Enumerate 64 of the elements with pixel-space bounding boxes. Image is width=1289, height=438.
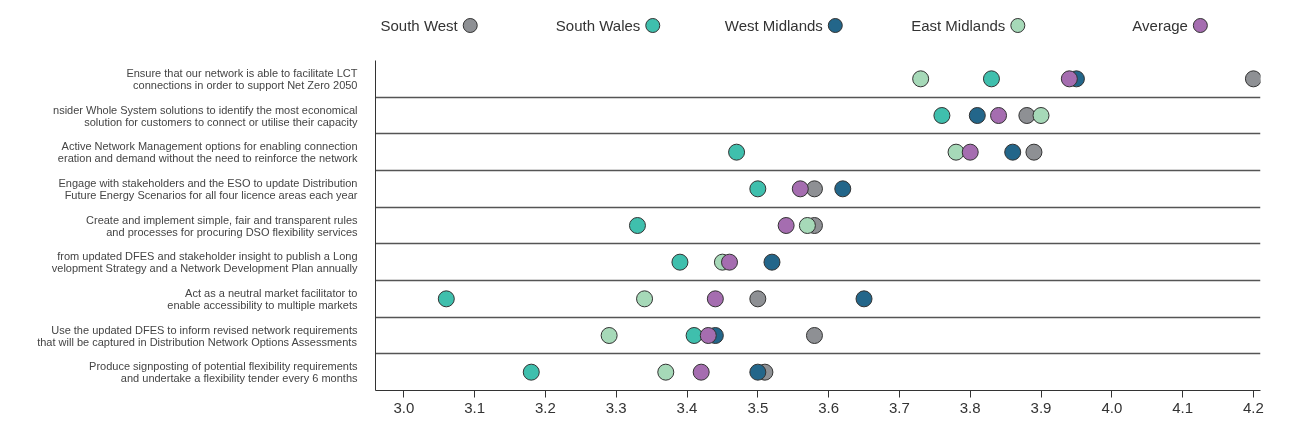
legend-label: West Midlands (724, 17, 823, 34)
point (437, 290, 455, 308)
point (671, 253, 689, 271)
point (699, 327, 717, 344)
point (628, 217, 646, 234)
y-tick-label: Ensure that our network is able to facilitate LCT connections in order to support Net Zero 2050 (126, 66, 358, 91)
point (1244, 70, 1261, 88)
point (728, 143, 746, 161)
y-tick-label: from updated DFES and stakeholder insight to publish a Long velopment Strategy and a Network Development Plan annually (51, 250, 358, 275)
x-tick-label: 4.0 (1101, 398, 1123, 416)
point (706, 290, 724, 308)
point (933, 107, 951, 124)
point (692, 363, 710, 381)
x-tick-label: 3.1 (464, 398, 486, 416)
point (947, 143, 965, 161)
point (961, 143, 979, 161)
legend-label: Average (1132, 17, 1188, 34)
point (1025, 143, 1043, 161)
point (763, 253, 781, 271)
point (749, 180, 767, 198)
x-tick-label: 3.9 (1030, 398, 1052, 416)
y-tick-label: Use the updated DFES to inform revised network requirements that will be captured in Distribution Network Options Assessments (37, 323, 358, 348)
point (600, 327, 618, 344)
x-tick-label: 3.0 (393, 398, 415, 416)
legend-label: South Wales (555, 17, 641, 34)
x-tick-label: 3.5 (747, 398, 769, 416)
point (982, 70, 1000, 88)
point (777, 217, 795, 234)
x-tick-label: 3.4 (676, 398, 698, 416)
point (805, 180, 823, 198)
point (685, 327, 703, 344)
point (636, 290, 654, 308)
point (805, 327, 823, 344)
x-tick-label: 3.6 (818, 398, 840, 416)
x-tick-label: 3.2 (534, 398, 556, 416)
point (1018, 107, 1036, 124)
y-tick-label: Active Network Management options for enabling connection eration and demand without the need to reinforce the network (57, 140, 358, 165)
point (855, 290, 873, 308)
y-tick-label: Engage with stakeholders and the ESO to update Distribution Future Energy Scenarios for all four licence areas each year (58, 176, 358, 201)
x-tick-label: 4.2 (1242, 398, 1264, 416)
y-tick-label: nsider Whole System solutions to identify the most economical solution for customers to connect or utilise their capacity (53, 103, 358, 128)
legend-label: South West (380, 17, 459, 34)
x-tick-label: 3.3 (605, 398, 627, 416)
point (522, 363, 540, 381)
y-tick-label: Create and implement simple, fair and transparent rules and processes for procuring DSO flexibility services (86, 213, 358, 238)
point (721, 253, 738, 271)
point (749, 363, 767, 381)
y-tick-label: Produce signposting of potential flexibility requirements and undertake a flexibility tender every 6 months (89, 360, 358, 385)
x-tick-label: 3.8 (959, 398, 981, 416)
point (1032, 107, 1050, 124)
y-tick-label: Act as a neutral market facilitator to enable accessibility to multiple markets (167, 286, 358, 311)
point (657, 363, 675, 381)
x-tick-label: 4.1 (1172, 398, 1194, 416)
point (834, 180, 852, 198)
point (912, 70, 930, 88)
point (990, 107, 1008, 124)
point (798, 217, 816, 234)
point (791, 180, 809, 198)
point (968, 107, 986, 124)
point (1060, 70, 1078, 88)
point (749, 290, 767, 308)
legend-label: East Midlands (911, 17, 1006, 34)
x-tick-label: 3.7 (888, 398, 910, 416)
point (1004, 143, 1022, 161)
